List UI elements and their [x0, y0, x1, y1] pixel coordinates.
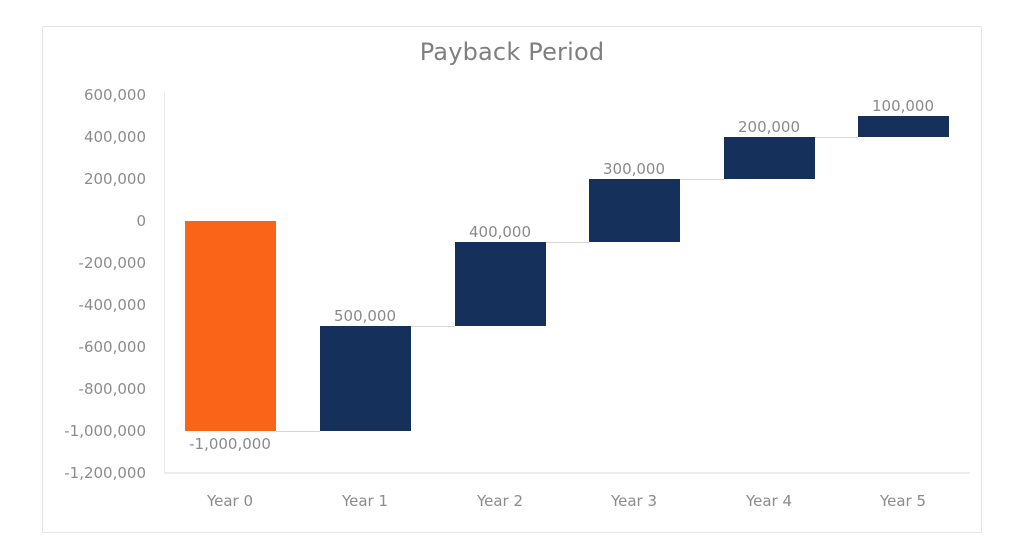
- y-tick-label: 200,000: [83, 170, 146, 188]
- y-tick-label: -800,000: [78, 380, 146, 398]
- x-tick-label: Year 0: [206, 492, 254, 510]
- chart-title: Payback Period: [419, 38, 605, 66]
- bar-year-3[interactable]: [588, 179, 680, 242]
- data-label: 100,000: [871, 97, 935, 115]
- data-label: 400,000: [468, 223, 532, 241]
- bar-year-1[interactable]: [319, 326, 411, 431]
- connector-line: [410, 326, 455, 327]
- y-tick-label: -1,200,000: [64, 464, 146, 482]
- data-label: -1,000,000: [189, 435, 271, 453]
- y-axis-line: [164, 92, 165, 473]
- data-label: 300,000: [602, 160, 666, 178]
- bar-year-5[interactable]: [857, 116, 949, 137]
- y-tick-label: 600,000: [83, 86, 146, 104]
- x-tick-label: Year 3: [610, 492, 658, 510]
- y-tick-label: 400,000: [83, 128, 146, 146]
- x-tick-label: Year 2: [476, 492, 524, 510]
- x-axis-line: [164, 472, 970, 474]
- y-tick-label: -400,000: [78, 296, 146, 314]
- y-tick-label: 0: [136, 212, 146, 230]
- y-tick-label: -600,000: [78, 338, 146, 356]
- x-tick-label: Year 4: [745, 492, 793, 510]
- bar-year-0[interactable]: [184, 221, 276, 431]
- connector-line: [814, 137, 858, 138]
- bar-year-2[interactable]: [454, 242, 546, 326]
- data-label: 500,000: [333, 307, 397, 325]
- y-tick-label: -200,000: [78, 254, 146, 272]
- connector-line: [275, 431, 320, 432]
- connector-line: [545, 242, 589, 243]
- bar-year-4[interactable]: [723, 137, 815, 179]
- connector-line: [679, 179, 724, 180]
- x-tick-label: Year 5: [879, 492, 927, 510]
- data-label: 200,000: [737, 118, 801, 136]
- y-tick-label: -1,000,000: [64, 422, 146, 440]
- x-tick-label: Year 1: [341, 492, 389, 510]
